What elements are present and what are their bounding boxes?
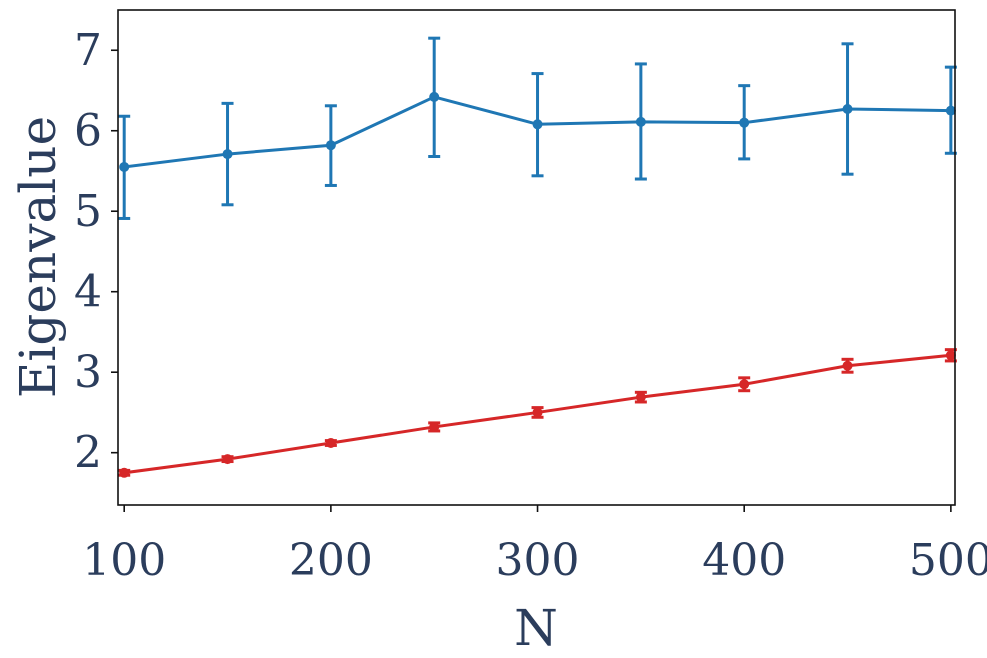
x-tick-label: 500 bbox=[909, 535, 987, 586]
data-point bbox=[222, 149, 233, 160]
y-axis-label: Eigenvalue bbox=[9, 116, 67, 398]
data-point bbox=[325, 438, 336, 449]
x-tick-label: 200 bbox=[289, 535, 373, 586]
x-tick-label: 100 bbox=[82, 535, 166, 586]
x-tick-label: 400 bbox=[702, 535, 786, 586]
data-point bbox=[635, 392, 646, 403]
series-layer bbox=[118, 36, 957, 478]
data-point bbox=[739, 117, 750, 128]
data-point bbox=[325, 140, 336, 151]
data-point bbox=[222, 454, 233, 465]
data-point bbox=[842, 360, 853, 371]
plot-frame bbox=[117, 9, 956, 506]
series-1 bbox=[118, 348, 957, 478]
data-point bbox=[532, 119, 543, 130]
data-point bbox=[842, 104, 853, 114]
axes-layer: 100 200 300 400 500 2 3 4 5 6 7 bbox=[74, 9, 987, 586]
data-point bbox=[119, 467, 130, 478]
data-point bbox=[429, 91, 440, 102]
data-point bbox=[739, 379, 750, 390]
y-tick-label: 7 bbox=[74, 25, 102, 76]
data-point bbox=[119, 161, 130, 172]
data-point bbox=[429, 421, 440, 432]
data-point bbox=[945, 105, 956, 116]
data-point bbox=[532, 407, 543, 418]
y-tick-label: 5 bbox=[74, 186, 102, 237]
data-point bbox=[945, 350, 956, 361]
y-tick-label: 2 bbox=[74, 428, 102, 479]
x-axis-label: N bbox=[514, 599, 558, 657]
data-point bbox=[635, 116, 646, 127]
series-0 bbox=[118, 36, 957, 220]
x-tick-label: 300 bbox=[496, 535, 580, 586]
y-tick-label: 4 bbox=[74, 267, 102, 318]
y-tick-label: 6 bbox=[74, 106, 102, 157]
y-tick-label: 3 bbox=[74, 347, 102, 398]
